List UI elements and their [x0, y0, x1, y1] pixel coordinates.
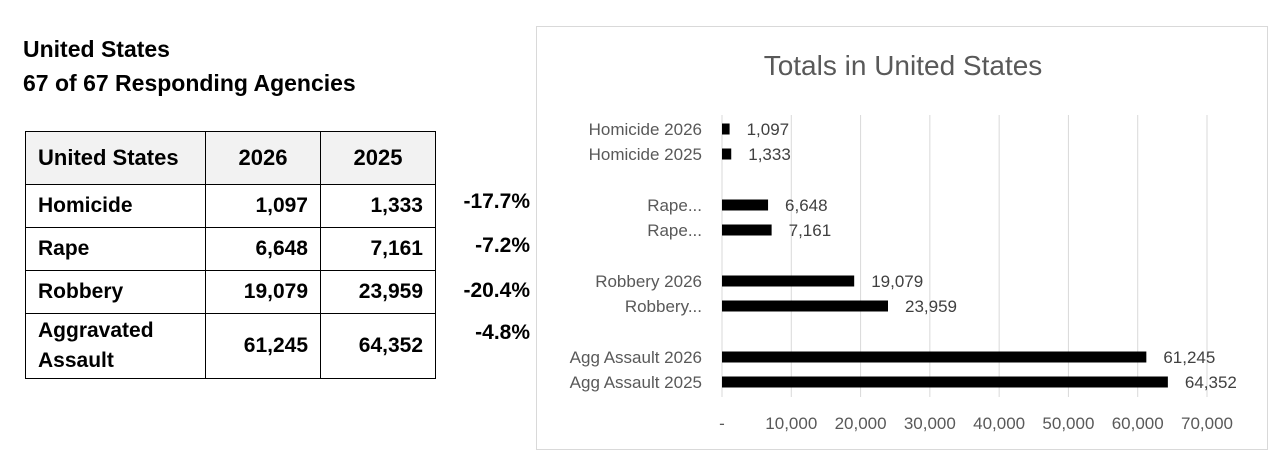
bar [722, 351, 1147, 363]
column-header-region: United States [25, 131, 206, 185]
region-title: United States [23, 36, 170, 62]
value-2026: 6,648 [205, 227, 321, 271]
value-2026: 19,079 [205, 270, 321, 314]
row-label: Rape [25, 227, 206, 271]
data-label: 1,097 [747, 120, 790, 139]
value-2025: 64,352 [320, 313, 436, 379]
bar [722, 376, 1168, 388]
data-label: 23,959 [905, 297, 957, 316]
category-label: Robbery... [625, 297, 702, 316]
category-label: Homicide 2026 [589, 120, 702, 139]
table-header-row: United States 2026 2025 [25, 131, 436, 185]
percent-change-aggravated-assault: -4.8% [475, 321, 530, 344]
bar [722, 123, 730, 135]
bar [722, 300, 889, 312]
table-row: Robbery 19,079 23,959 [25, 270, 436, 314]
x-tick-label: 40,000 [973, 414, 1025, 433]
percent-change-robbery: -20.4% [463, 279, 530, 302]
row-label: Homicide [25, 184, 206, 228]
category-label: Robbery 2026 [595, 272, 702, 291]
x-tick-label: 50,000 [1042, 414, 1094, 433]
value-2026: 61,245 [205, 313, 321, 379]
data-label: 19,079 [871, 272, 923, 291]
bar [722, 224, 772, 236]
value-2025: 1,333 [320, 184, 436, 228]
bar [722, 275, 855, 287]
table-row: Aggravated Assault 61,245 64,352 [25, 313, 436, 379]
category-label: Homicide 2025 [589, 145, 702, 164]
category-label: Agg Assault 2025 [570, 373, 702, 392]
chart-title: Totals in United States [764, 50, 1043, 81]
column-header-2025: 2025 [320, 131, 436, 185]
data-label: 64,352 [1185, 373, 1237, 392]
bar [722, 199, 769, 211]
x-tick-label: 20,000 [835, 414, 887, 433]
category-label: Agg Assault 2026 [570, 348, 702, 367]
x-tick-label: 10,000 [765, 414, 817, 433]
x-tick-label: 60,000 [1112, 414, 1164, 433]
totals-chart-panel: Totals in United States Homicide 2026 1,09… [536, 26, 1268, 450]
data-label: 61,245 [1163, 348, 1215, 367]
x-tick-label: 70,000 [1181, 414, 1233, 433]
value-2026: 1,097 [205, 184, 321, 228]
report-header: United States 67 of 67 Responding Agenci… [23, 32, 356, 100]
data-label: 6,648 [785, 196, 828, 215]
data-label: 1,333 [748, 145, 791, 164]
x-tick-label: 30,000 [904, 414, 956, 433]
row-label: Aggravated Assault [25, 313, 206, 379]
x-tick-label: - [719, 414, 725, 433]
percent-change-rape: -7.2% [475, 234, 530, 257]
column-header-2026: 2026 [205, 131, 321, 185]
row-label: Robbery [25, 270, 206, 314]
percent-change-homicide: -17.7% [463, 190, 530, 213]
crime-stats-table: United States 2026 2025 Homicide 1,097 1… [25, 131, 436, 379]
category-label: Rape... [647, 196, 702, 215]
value-2025: 7,161 [320, 227, 436, 271]
table-row: Rape 6,648 7,161 [25, 227, 436, 271]
table-row: Homicide 1,097 1,333 [25, 184, 436, 228]
category-label: Rape... [647, 221, 702, 240]
bar [722, 148, 732, 160]
value-2025: 23,959 [320, 270, 436, 314]
data-label: 7,161 [789, 221, 832, 240]
totals-bar-chart: Totals in United States Homicide 2026 1,09… [570, 50, 1237, 433]
agencies-subtitle: 67 of 67 Responding Agencies [23, 70, 356, 96]
